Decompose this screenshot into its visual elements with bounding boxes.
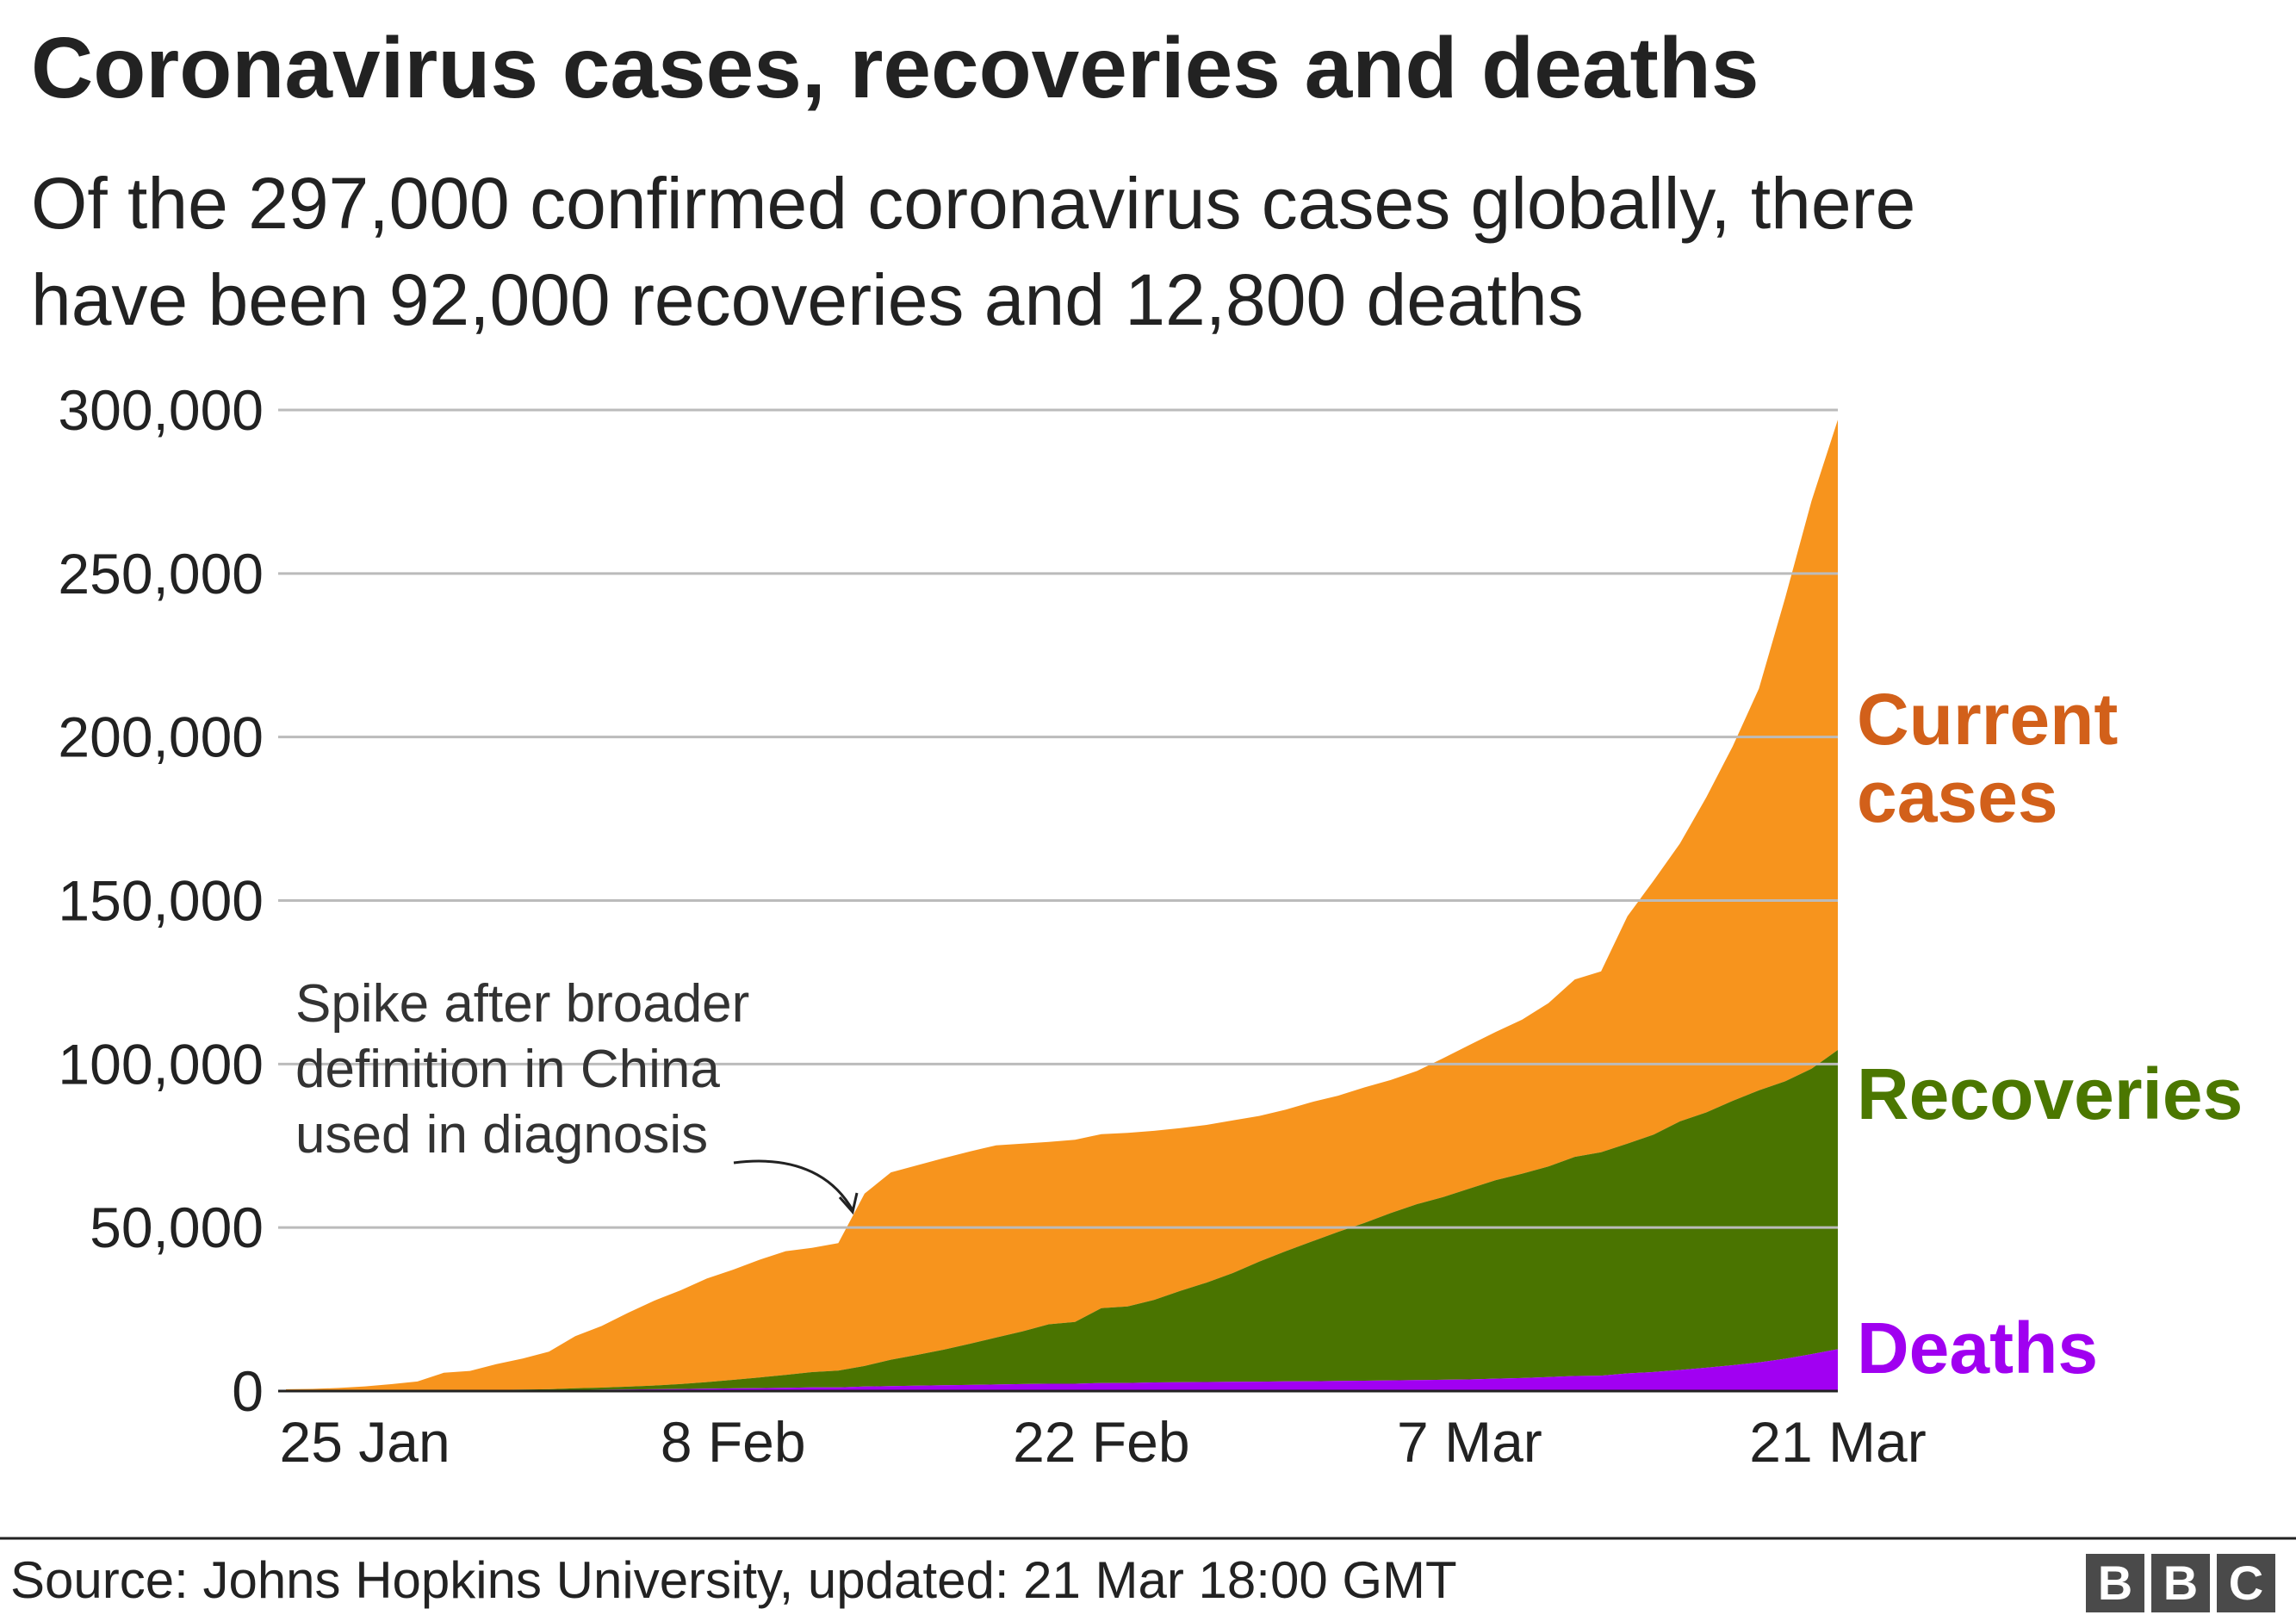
y-tick-label: 300,000	[58, 378, 264, 442]
logo-letter: B	[2086, 1554, 2144, 1612]
series-label: Deaths	[1857, 1308, 2099, 1388]
x-tick-label: 22 Feb	[1013, 1410, 1189, 1474]
x-tick-label: 21 Mar	[1749, 1410, 1926, 1474]
area	[286, 1349, 1838, 1391]
x-tick-label: 8 Feb	[661, 1410, 806, 1474]
annotation: Spike after broader definition in China …	[295, 974, 750, 1165]
y-tick-label: 50,000	[90, 1196, 264, 1259]
chart-title: Coronavirus cases, recoveries and deaths	[31, 20, 1759, 116]
series-label: Recoveries	[1857, 1053, 2243, 1134]
area	[286, 1050, 1838, 1391]
logo-letter: B	[2151, 1554, 2210, 1612]
logo-letter: C	[2217, 1554, 2275, 1612]
y-tick-label: 100,000	[58, 1032, 264, 1096]
x-tick-label: 7 Mar	[1397, 1410, 1542, 1474]
area	[286, 419, 1838, 1391]
annotation-arrowhead	[838, 1192, 859, 1215]
series-label: Current cases	[1857, 679, 2119, 837]
plot	[278, 408, 1838, 1393]
chart-subtitle: Of the 297,000 confirmed coronavirus cas…	[31, 163, 1916, 340]
y-tick-label: 0	[232, 1359, 264, 1423]
annotation-arrow	[733, 1159, 854, 1211]
y-tick-label: 150,000	[58, 869, 264, 933]
y-tick-label: 200,000	[58, 705, 264, 769]
y-tick-label: 250,000	[58, 542, 264, 606]
x-tick-label: 25 Jan	[280, 1410, 450, 1474]
source: Source: Johns Hopkins University, update…	[10, 1551, 1457, 1609]
